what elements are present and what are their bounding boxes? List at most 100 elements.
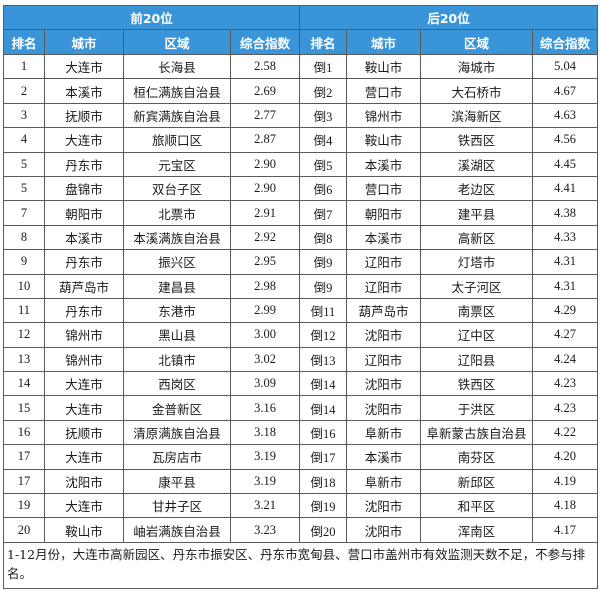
bottom-rank-cell: 倒14 [299, 395, 348, 421]
table-row: 17 大连市 瓦房店市 3.19 倒17 本溪市 南芬区 4.20 [3, 444, 599, 470]
bottom-rank-cell: 倒9 [299, 249, 348, 275]
top-city-cell: 抚顺市 [44, 419, 124, 446]
top-area-cell: 瓦房店市 [123, 444, 231, 470]
table-row: 13 锦州市 北镇市 3.02 倒13 辽阳市 辽阳县 4.24 [3, 346, 599, 373]
bottom-index-cell: 5.04 [532, 53, 599, 80]
bottom-city-cell: 沈阳市 [346, 322, 422, 348]
top-city-cell: 抚顺市 [44, 102, 124, 129]
top-index-cell: 2.95 [229, 249, 301, 275]
top-index-cell: 3.23 [229, 517, 301, 543]
bottom-city-cell: 营口市 [346, 175, 422, 202]
bottom-city-cell: 沈阳市 [346, 395, 422, 421]
bottom-city-cell: 沈阳市 [346, 371, 422, 397]
bottom-area-cell: 新邱区 [420, 468, 534, 495]
top-area-cell: 康平县 [123, 468, 231, 495]
top-city-cell: 锦州市 [44, 346, 124, 373]
bottom-rank-cell: 倒20 [299, 517, 348, 543]
bottom-area-cell: 老边区 [420, 175, 534, 202]
top-city-cell: 大连市 [44, 493, 124, 519]
top-area-cell: 新宾满族自治县 [123, 102, 231, 129]
bottom-rank-cell: 倒16 [299, 419, 348, 446]
bottom-rank-cell: 倒5 [299, 151, 348, 177]
top-index-cell: 2.58 [229, 53, 301, 80]
bottom-index-cell: 4.67 [532, 78, 599, 104]
top-rank-cell: 7 [3, 200, 45, 226]
top-rank-cell: 2 [3, 78, 45, 104]
bottom-city-cell: 阜新市 [346, 468, 422, 495]
table-row: 20 鞍山市 岫岩满族自治县 3.23 倒20 沈阳市 浑南区 4.17 [3, 517, 599, 543]
top-index-cell: 3.19 [229, 468, 301, 495]
bottom-area-cell: 建平县 [420, 200, 534, 226]
bottom-rank-cell: 倒6 [299, 175, 348, 202]
top-rank-cell: 11 [3, 297, 45, 324]
top-area-cell: 黑山县 [123, 322, 231, 348]
top-index-cell: 3.09 [229, 371, 301, 397]
top-area-cell: 本溪满族自治县 [123, 224, 231, 251]
top-rank-cell: 12 [3, 322, 45, 348]
bottom-city-cell: 锦州市 [346, 102, 422, 129]
top-city-cell: 朝阳市 [44, 200, 124, 226]
bottom-rank-cell: 倒9 [299, 273, 348, 299]
bottom-index-cell: 4.24 [532, 346, 599, 373]
header-area-right: 区域 [420, 29, 534, 55]
bottom-rank-cell: 倒13 [299, 346, 348, 373]
top-area-cell: 元宝区 [123, 151, 231, 177]
bottom-index-cell: 4.17 [532, 517, 599, 543]
table-row: 5 盘锦市 双台子区 2.90 倒6 营口市 老边区 4.41 [3, 175, 599, 202]
top-area-cell: 北镇市 [123, 346, 231, 373]
top-city-cell: 丹东市 [44, 249, 124, 275]
table-row: 3 抚顺市 新宾满族自治县 2.77 倒3 锦州市 滨海新区 4.63 [3, 102, 599, 129]
bottom-index-cell: 4.23 [532, 371, 599, 397]
bottom-index-cell: 4.33 [532, 224, 599, 251]
top-area-cell: 金普新区 [123, 395, 231, 421]
top-rank-cell: 3 [3, 102, 45, 129]
bottom-city-cell: 葫芦岛市 [346, 297, 422, 324]
header-rank-right: 排名 [299, 29, 348, 55]
top-city-cell: 丹东市 [44, 151, 124, 177]
bottom-rank-cell: 倒3 [299, 102, 348, 129]
table-row: 11 丹东市 东港市 2.99 倒11 葫芦岛市 南票区 4.29 [3, 297, 599, 324]
bottom-index-cell: 4.19 [532, 468, 599, 495]
top-index-cell: 3.02 [229, 346, 301, 373]
bottom-area-cell: 滨海新区 [420, 102, 534, 129]
bottom-rank-cell: 倒12 [299, 322, 348, 348]
top-index-cell: 3.18 [229, 419, 301, 446]
top-city-cell: 沈阳市 [44, 468, 124, 495]
bottom-index-cell: 4.38 [532, 200, 599, 226]
bottom-city-cell: 本溪市 [346, 151, 422, 177]
bottom-index-cell: 4.41 [532, 175, 599, 202]
bottom-index-cell: 4.20 [532, 444, 599, 470]
top-area-cell: 岫岩满族自治县 [123, 517, 231, 543]
table-row: 17 沈阳市 康平县 3.19 倒18 阜新市 新邱区 4.19 [3, 468, 599, 495]
top-rank-cell: 1 [3, 53, 45, 80]
top-rank-cell: 16 [3, 419, 45, 446]
bottom-index-cell: 4.29 [532, 297, 599, 324]
top-area-cell: 清原满族自治县 [123, 419, 231, 446]
header-index-right: 综合指数 [532, 29, 599, 55]
bottom-city-cell: 辽阳市 [346, 249, 422, 275]
top-index-cell: 2.92 [229, 224, 301, 251]
top-index-cell: 3.16 [229, 395, 301, 421]
bottom-rank-cell: 倒1 [299, 53, 348, 80]
bottom-index-cell: 4.31 [532, 249, 599, 275]
bottom-rank-cell: 倒19 [299, 493, 348, 519]
top-city-cell: 葫芦岛市 [44, 273, 124, 299]
bottom-area-cell: 铁西区 [420, 127, 534, 153]
top-index-cell: 3.21 [229, 493, 301, 519]
table-row: 4 大连市 旅顺口区 2.87 倒4 鞍山市 铁西区 4.56 [3, 127, 599, 153]
bottom-index-cell: 4.23 [532, 395, 599, 421]
bottom-city-cell: 辽阳市 [346, 346, 422, 373]
header-area-left: 区域 [123, 29, 231, 55]
bottom-index-cell: 4.27 [532, 322, 599, 348]
table-row: 10 葫芦岛市 建昌县 2.98 倒9 辽阳市 太子河区 4.31 [3, 273, 599, 299]
top-rank-cell: 19 [3, 493, 45, 519]
top-city-cell: 锦州市 [44, 322, 124, 348]
bottom-area-cell: 辽中区 [420, 322, 534, 348]
bottom-area-cell: 阜新蒙古族自治县 [420, 419, 534, 446]
bottom-city-cell: 营口市 [346, 78, 422, 104]
bottom-rank-cell: 倒8 [299, 224, 348, 251]
bottom-rank-cell: 倒18 [299, 468, 348, 495]
bottom-index-cell: 4.63 [532, 102, 599, 129]
bottom-rank-cell: 倒14 [299, 371, 348, 397]
bottom-city-cell: 鞍山市 [346, 53, 422, 80]
